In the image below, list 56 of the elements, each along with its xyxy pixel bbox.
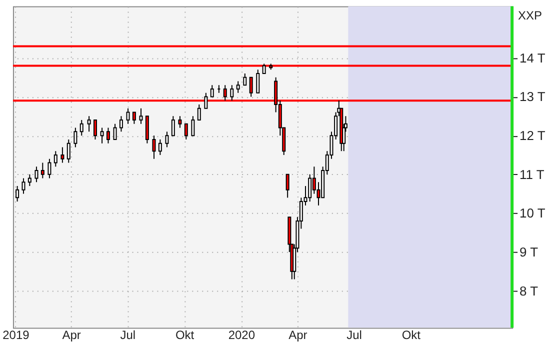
candlestick bbox=[230, 84, 234, 102]
candlestick bbox=[119, 116, 123, 132]
candlestick bbox=[152, 135, 156, 160]
x-tick-label: Jul bbox=[120, 328, 136, 342]
candlestick bbox=[60, 146, 64, 164]
candlestick bbox=[66, 138, 70, 164]
candlestick bbox=[113, 123, 117, 140]
candlestick bbox=[197, 104, 201, 121]
candlestick bbox=[16, 186, 20, 202]
candlestick bbox=[184, 123, 188, 140]
candlestick bbox=[243, 72, 247, 86]
candlestick bbox=[236, 80, 240, 94]
y-tick-label: 11 T bbox=[520, 166, 544, 182]
candlestick bbox=[34, 166, 38, 183]
candlestick bbox=[93, 120, 97, 140]
x-tick-label: Apr bbox=[62, 328, 81, 342]
candlestick bbox=[165, 131, 169, 148]
y-tick-label: 9 T bbox=[520, 244, 538, 260]
text: XXP bbox=[518, 8, 542, 22]
candlestick bbox=[312, 166, 316, 194]
candlestick bbox=[132, 112, 136, 124]
y-tick-label: 14 T bbox=[520, 50, 546, 66]
x-tick-label: Jul bbox=[346, 328, 362, 342]
candlestick bbox=[249, 76, 253, 98]
candlestick bbox=[171, 116, 175, 136]
candlestick bbox=[210, 84, 214, 98]
candlestick bbox=[74, 127, 78, 148]
candlestick bbox=[48, 158, 52, 179]
candlestick bbox=[28, 174, 32, 187]
x-tick-label: 2020 bbox=[228, 328, 256, 342]
candlestick bbox=[308, 174, 312, 202]
candlestick bbox=[106, 127, 110, 144]
y-tick-label: 10 T bbox=[520, 206, 546, 221]
candlestick bbox=[158, 138, 162, 156]
candlestick bbox=[286, 174, 290, 198]
candlestick bbox=[145, 116, 149, 144]
candlestick bbox=[40, 162, 44, 179]
x-tick-label: 2019 bbox=[2, 328, 30, 342]
candlestick bbox=[100, 127, 104, 144]
x-tick-label: Okt bbox=[402, 328, 422, 342]
candlestick bbox=[54, 150, 58, 168]
candlestick bbox=[256, 69, 260, 94]
candlestick bbox=[126, 108, 130, 124]
candlestick bbox=[80, 120, 84, 136]
candlestick bbox=[191, 116, 195, 136]
y-tick-label: 8 T bbox=[520, 283, 538, 298]
x-tick-label: Okt bbox=[175, 328, 195, 342]
candlestick bbox=[178, 116, 182, 128]
candlestick bbox=[204, 92, 208, 109]
y-tick-label: 13 T bbox=[520, 89, 546, 104]
x-tick-label: Apr bbox=[288, 328, 308, 342]
candlestick bbox=[262, 63, 266, 74]
candlestick bbox=[139, 108, 143, 124]
y-tick-label: 12 T bbox=[520, 128, 546, 144]
candlestick bbox=[87, 116, 91, 132]
candlestick bbox=[22, 178, 26, 194]
